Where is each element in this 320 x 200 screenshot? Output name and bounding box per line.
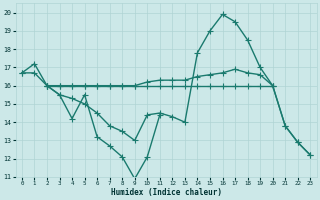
X-axis label: Humidex (Indice chaleur): Humidex (Indice chaleur): [111, 188, 221, 197]
